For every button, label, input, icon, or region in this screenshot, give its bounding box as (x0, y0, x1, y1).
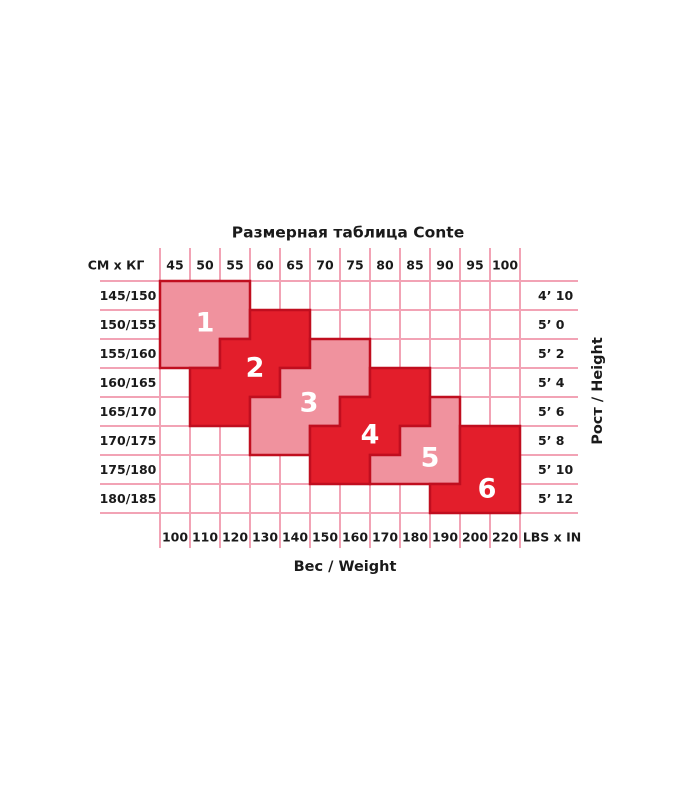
height-ftin-tick: 5’ 8 (538, 433, 565, 448)
corner-label-lbs-in: LBS x IN (523, 529, 581, 544)
size-regions (158, 279, 522, 515)
height-cm-tick: 175/180 (100, 462, 157, 477)
size-number-2: 2 (246, 352, 265, 383)
weight-lbs-tick: 160 (342, 529, 368, 544)
weight-kg-tick: 95 (466, 257, 483, 272)
size-number-3: 3 (300, 387, 319, 418)
weight-kg-tick: 60 (256, 257, 274, 272)
weight-lbs-tick: 190 (432, 529, 458, 544)
weight-kg-tick: 55 (226, 257, 243, 272)
height-ftin-tick: 5’ 6 (538, 404, 565, 419)
height-cm-tick: 150/155 (100, 317, 157, 332)
weight-lbs-tick: 150 (312, 529, 338, 544)
y-axis-title-height: Рост / Height (590, 337, 606, 445)
weight-kg-tick: 70 (316, 257, 334, 272)
weight-lbs-tick: 200 (462, 529, 488, 544)
size-number-5: 5 (421, 442, 440, 473)
size-region-6 (428, 424, 522, 515)
size-number-1: 1 (196, 307, 215, 338)
weight-lbs-tick: 100 (162, 529, 188, 544)
size-number-4: 4 (361, 419, 380, 450)
height-ftin-tick: 5’ 10 (538, 462, 573, 477)
weight-kg-tick: 100 (492, 257, 518, 272)
height-ftin-tick: 4’ 10 (538, 288, 573, 303)
size-number-6: 6 (478, 473, 497, 504)
weight-lbs-tick: 120 (222, 529, 248, 544)
weight-lbs-tick: 220 (492, 529, 518, 544)
weight-lbs-tick: 140 (282, 529, 308, 544)
weight-kg-tick: 80 (376, 257, 394, 272)
height-cm-tick: 180/185 (100, 491, 157, 506)
weight-lbs-tick: 170 (372, 529, 398, 544)
weight-kg-tick: 90 (436, 257, 454, 272)
corner-label-cm-kg: СМ х КГ (88, 257, 145, 272)
weight-kg-tick: 45 (166, 257, 183, 272)
chart-title: Размерная таблица Conte (232, 223, 464, 241)
height-cm-tick: 160/165 (100, 375, 157, 390)
weight-kg-tick: 50 (196, 257, 214, 272)
height-cm-tick: 170/175 (100, 433, 157, 448)
height-ftin-tick: 5’ 12 (538, 491, 573, 506)
height-cm-tick: 165/170 (100, 404, 157, 419)
x-axis-title-weight: Вес / Weight (294, 559, 397, 575)
weight-lbs-tick: 130 (252, 529, 278, 544)
weight-kg-tick: 65 (286, 257, 303, 272)
height-ftin-tick: 5’ 0 (538, 317, 565, 332)
height-cm-tick: 145/150 (100, 288, 157, 303)
weight-kg-tick: 85 (406, 257, 423, 272)
weight-lbs-tick: 110 (192, 529, 218, 544)
height-ftin-tick: 5’ 2 (538, 346, 565, 361)
weight-lbs-tick: 180 (402, 529, 428, 544)
size-numbers: 12 3 4 5 6 (196, 307, 497, 504)
size-region-5 (368, 395, 462, 486)
height-cm-tick: 155/160 (100, 346, 157, 361)
height-ftin-tick: 5’ 4 (538, 375, 565, 390)
weight-kg-tick: 75 (346, 257, 363, 272)
